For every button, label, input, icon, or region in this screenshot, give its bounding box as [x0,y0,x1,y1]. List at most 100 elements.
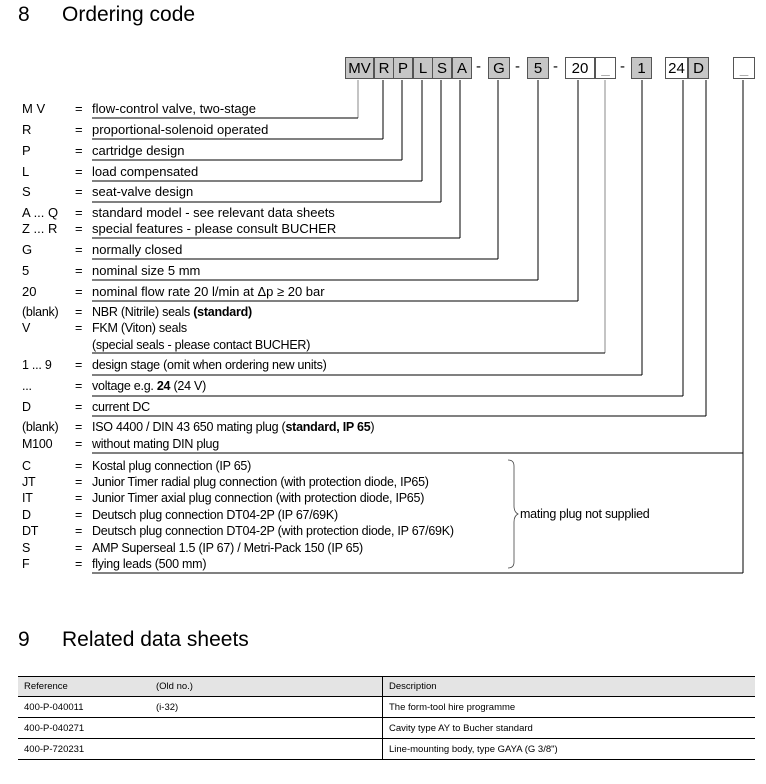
equals-sign: = [75,491,83,505]
code-box: 20 [565,57,595,79]
code-description: nominal size 5 mm [92,263,201,278]
equals-sign: = [75,242,83,257]
header-old-no: (Old no.) [150,676,383,697]
equals-sign: = [75,358,83,372]
code-label: G [22,242,33,257]
equals-sign: = [75,143,83,158]
cell-reference: 400-P-040011 [18,696,150,718]
equals-sign: = [75,164,83,179]
code-box: 24 [665,57,688,79]
equals-sign: = [75,524,83,538]
brace [507,459,519,569]
code-label: Z ... R [22,221,58,236]
code-description: standard model - see relevant data sheet… [92,205,335,220]
cell-description: Line-mounting body, type GAYA (G 3/8") [382,738,755,760]
equals-sign: = [75,101,83,116]
equals-sign: = [75,122,83,137]
code-label: M100 [22,437,53,451]
equals-sign: = [75,321,83,335]
code-label: DT [22,524,39,538]
code-description: Deutsch plug connection DT04-2P (with pr… [92,524,454,538]
code-description: Kostal plug connection (IP 65) [92,459,252,473]
code-label: ... [22,379,32,393]
code-description: normally closed [92,242,183,257]
code-description: Junior Timer axial plug connection (with… [92,491,425,505]
code-box: 1 [631,57,652,79]
code-description: without mating DIN plug [92,437,219,451]
code-label: V [22,321,31,335]
code-description: ISO 4400 / DIN 43 650 mating plug (stand… [92,420,375,434]
cell-old-no: (i-32) [150,696,383,718]
code-box: 5 [527,57,549,79]
section-number: 8 [18,3,30,26]
equals-sign: = [75,379,83,393]
equals-sign: = [75,205,83,220]
code-description: design stage (omit when ordering new uni… [92,358,327,372]
equals-sign: = [75,263,83,278]
equals-sign: = [75,508,83,522]
code-description: NBR (Nitrile) seals (standard) [92,305,252,319]
related-data-sheets-table: Reference (Old no.) Description 400-P-04… [18,676,755,760]
cell-reference: 400-P-040271 [18,717,150,739]
table-row: 400-P-720231 Line-mounting body, type GA… [18,738,755,760]
equals-sign: = [75,221,83,236]
code-label: L [22,164,30,179]
cell-description: Cavity type AY to Bucher standard [382,717,755,739]
header-reference: Reference [18,676,150,697]
section-title: Ordering code [62,3,196,26]
table-row: 400-P-040011 (i-32) The form-tool hire p… [18,696,755,718]
code-label: IT [22,491,33,505]
equals-sign: = [75,284,83,299]
code-description: flow-control valve, two-stage [92,101,257,116]
code-box: S [432,57,452,79]
section-title: Related data sheets [62,628,249,651]
code-label: 5 [22,263,30,278]
code-label: C [22,459,31,473]
code-label: A ... Q [22,205,59,220]
code-box: P [393,57,413,79]
code-separator: - [515,58,520,75]
code-label: 1 ... 9 [22,358,52,372]
code-label: (blank) [22,420,59,434]
code-description: cartridge design [92,143,185,158]
code-label: JT [22,475,36,489]
code-description: current DC [92,400,150,414]
code-description: AMP Superseal 1.5 (IP 67) / Metri-Pack 1… [92,541,363,555]
code-box: A [452,57,472,79]
table-row: 400-P-040271 Cavity type AY to Bucher st… [18,717,755,739]
section-number: 9 [18,628,30,651]
code-label: F [22,557,30,571]
code-separator: - [620,58,625,75]
code-box: D [688,57,709,79]
equals-sign: = [75,400,83,414]
code-label: (blank) [22,305,59,319]
code-label: 20 [22,284,37,299]
cell-old-no [150,717,383,739]
code-separator: - [476,58,481,75]
code-label: D [22,508,31,522]
code-label: P [22,143,31,158]
code-description: proportional-solenoid operated [92,122,269,137]
table-header-row: Reference (Old no.) Description [18,676,755,697]
code-box: MV [345,57,374,79]
equals-sign: = [75,184,83,199]
code-box: _ [733,57,755,79]
code-description: (special seals - please contact BUCHER) [92,338,311,352]
cell-old-no [150,738,383,760]
equals-sign: = [75,437,83,451]
code-description: flying leads (500 mm) [92,557,207,571]
code-box: G [488,57,510,79]
code-description: voltage e.g. 24 (24 V) [92,379,207,393]
code-description: Deutsch plug connection DT04-2P (IP 67/6… [92,508,338,522]
code-description: nominal flow rate 20 l/min at Δp ≥ 20 ba… [92,284,325,299]
equals-sign: = [75,541,83,555]
equals-sign: = [75,459,83,473]
code-label: M V [22,101,46,116]
brace-note: mating plug not supplied [520,507,650,521]
equals-sign: = [75,305,83,319]
code-label: R [22,122,32,137]
code-description: Junior Timer radial plug connection (wit… [92,475,429,489]
code-description: load compensated [92,164,199,179]
